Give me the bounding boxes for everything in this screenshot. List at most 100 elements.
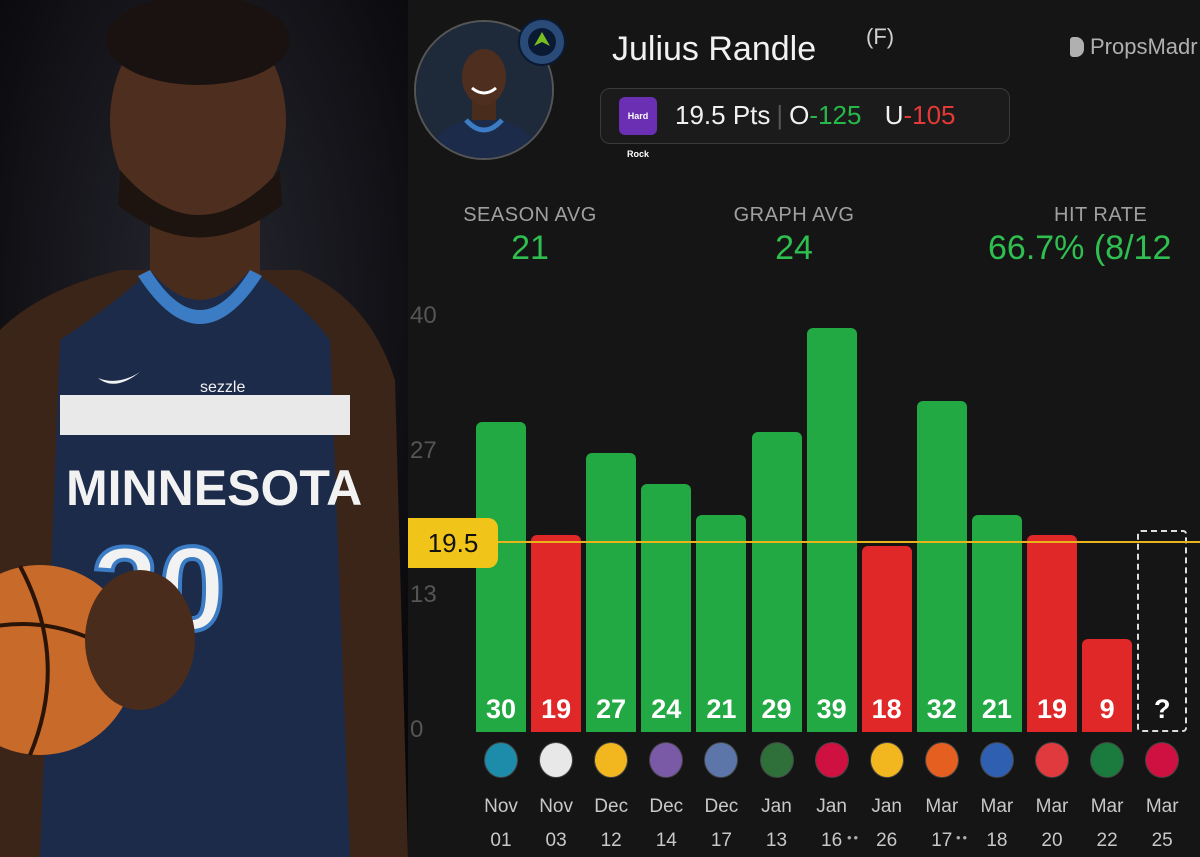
celtics-logo-icon bbox=[1090, 742, 1125, 778]
x-tick-month: Mar bbox=[980, 796, 1014, 817]
x-tick-day: 12 bbox=[600, 830, 622, 851]
prop-card: Julius Randle (F) PropsMadr Hard Rock 19… bbox=[408, 0, 1200, 857]
game-points-bar[interactable] bbox=[806, 328, 857, 732]
x-tick-month: Dec bbox=[704, 796, 739, 817]
y-tick-label: 13 bbox=[410, 581, 437, 609]
hornets-logo-icon bbox=[484, 742, 518, 778]
x-tick-month: Dec bbox=[649, 796, 684, 817]
bar-value-label: 21 bbox=[706, 694, 737, 724]
game-points-bar[interactable] bbox=[641, 483, 692, 732]
bar-value-label: ? bbox=[1153, 694, 1171, 724]
season-avg-stat: SEASON AVG 21 bbox=[450, 204, 610, 268]
timberwolves-logo-icon bbox=[518, 18, 566, 66]
x-tick-day: 14 bbox=[655, 830, 677, 851]
game-points-bar[interactable] bbox=[586, 452, 637, 732]
team-logo-graphic bbox=[528, 28, 556, 56]
line-details: 19.5 Pts | O-125 U-105 bbox=[675, 100, 956, 130]
x-tick-day: 22 bbox=[1096, 830, 1118, 851]
blazers-logo-icon bbox=[1035, 742, 1069, 778]
x-tick-day: 16 bbox=[821, 830, 843, 851]
jersey-text: MINNESOTA bbox=[66, 460, 362, 516]
over-prefix: O bbox=[789, 100, 810, 130]
x-tick-month: Mar bbox=[925, 796, 959, 817]
graph-avg-stat: GRAPH AVG 24 bbox=[714, 204, 874, 268]
x-tick-month: Jan bbox=[816, 796, 847, 817]
upcoming-game-bar[interactable] bbox=[1137, 530, 1188, 732]
kings-logo-icon bbox=[649, 742, 684, 778]
hit-rate-value: 66.7% (8/12 bbox=[988, 229, 1172, 267]
bar-value-label: 27 bbox=[596, 694, 627, 724]
x-tick-month: Nov bbox=[539, 796, 573, 817]
date-gap-dots: •• bbox=[847, 830, 861, 845]
under-prefix: U bbox=[884, 100, 904, 130]
suns-logo-icon bbox=[924, 742, 959, 778]
prop-line: 19.5 Pts bbox=[675, 100, 771, 130]
bar-value-label: 21 bbox=[981, 694, 1012, 724]
bar-value-label: 30 bbox=[485, 694, 517, 724]
bar-value-label: 39 bbox=[816, 694, 847, 724]
brand-name: PropsMadr bbox=[1090, 34, 1198, 59]
hit-rate-stat: HIT RATE 66.7% (8/12 bbox=[988, 204, 1200, 268]
hit-rate-label: HIT RATE bbox=[1054, 204, 1148, 226]
grizzlies-logo-icon bbox=[704, 742, 739, 778]
game-points-bar[interactable] bbox=[476, 421, 526, 732]
player-photo-illustration: MINNESOTA 30 sezzle bbox=[0, 0, 408, 857]
propsmadness-logo-icon bbox=[1070, 37, 1084, 57]
x-tick-month: Mar bbox=[1145, 796, 1179, 817]
under-odds: -105 bbox=[903, 100, 956, 130]
graph-avg-label: GRAPH AVG bbox=[733, 204, 855, 226]
game-points-bar[interactable] bbox=[971, 514, 1022, 732]
jazz-logo-icon bbox=[979, 742, 1014, 778]
bar-value-label: 18 bbox=[871, 694, 902, 724]
game-points-bar[interactable] bbox=[696, 514, 747, 732]
x-tick-month: Jan bbox=[761, 796, 792, 817]
x-tick-month: Jan bbox=[871, 796, 902, 817]
player-position: (F) bbox=[866, 24, 895, 49]
game-points-bar[interactable] bbox=[916, 400, 967, 732]
player-name: Julius Randle bbox=[612, 30, 817, 68]
x-tick-month: Mar bbox=[1090, 796, 1124, 817]
graph-avg-value: 24 bbox=[775, 229, 813, 267]
x-tick-day: 13 bbox=[765, 830, 788, 851]
brand-watermark: PropsMadr bbox=[1070, 34, 1198, 60]
x-tick-month: Dec bbox=[594, 796, 629, 817]
hard-rock-bet-logo-icon: Hard Rock bbox=[619, 97, 657, 159]
bar-value-label: 19 bbox=[1036, 694, 1068, 724]
warriors-logo-icon bbox=[869, 742, 904, 778]
x-tick-day: 18 bbox=[986, 830, 1008, 851]
season-avg-value: 21 bbox=[511, 229, 549, 267]
betting-line-box[interactable]: Hard Rock 19.5 Pts | O-125 U-105 bbox=[600, 88, 1010, 159]
game-points-bar[interactable] bbox=[861, 545, 912, 732]
x-tick-day: 26 bbox=[876, 830, 898, 851]
rockets-logo-icon bbox=[814, 742, 849, 778]
headshot-illustration bbox=[416, 22, 552, 158]
date-gap-dots-3: •• bbox=[956, 830, 970, 845]
player-photo: MINNESOTA 30 sezzle bbox=[0, 0, 408, 857]
x-tick-day: 01 bbox=[490, 830, 512, 851]
bucks-logo-icon bbox=[759, 742, 794, 778]
rockets-logo-icon bbox=[1145, 742, 1180, 778]
prop-line-reference bbox=[498, 541, 1200, 543]
over-odds: -125 bbox=[809, 100, 862, 130]
nets-logo-icon bbox=[539, 742, 574, 778]
bar-value-label: 19 bbox=[541, 694, 572, 724]
game-points-bar[interactable] bbox=[751, 431, 802, 732]
x-tick-day: 20 bbox=[1041, 830, 1063, 851]
bar-value-label: 9 bbox=[1099, 694, 1115, 724]
bar-value-label: 24 bbox=[651, 694, 682, 724]
x-tick-day: 25 bbox=[1151, 830, 1173, 851]
x-tick-day: 03 bbox=[545, 830, 567, 851]
bar-value-label: 29 bbox=[761, 694, 792, 724]
player-headshot-avatar bbox=[414, 20, 554, 160]
x-tick-month: Mar bbox=[1035, 796, 1069, 817]
y-tick-label: 27 bbox=[410, 436, 437, 464]
y-tick-label: 0 bbox=[410, 716, 424, 743]
warriors-logo-icon bbox=[594, 742, 629, 778]
game-points-bar[interactable] bbox=[1082, 638, 1133, 732]
x-tick-day: 17 bbox=[931, 830, 953, 851]
prop-line-value-tag: 19.5 bbox=[408, 518, 498, 568]
game-points-bar[interactable] bbox=[531, 535, 582, 732]
x-tick-day: 17 bbox=[710, 830, 732, 851]
game-points-bar[interactable] bbox=[1027, 535, 1077, 732]
bar-value-label: 32 bbox=[926, 694, 957, 724]
